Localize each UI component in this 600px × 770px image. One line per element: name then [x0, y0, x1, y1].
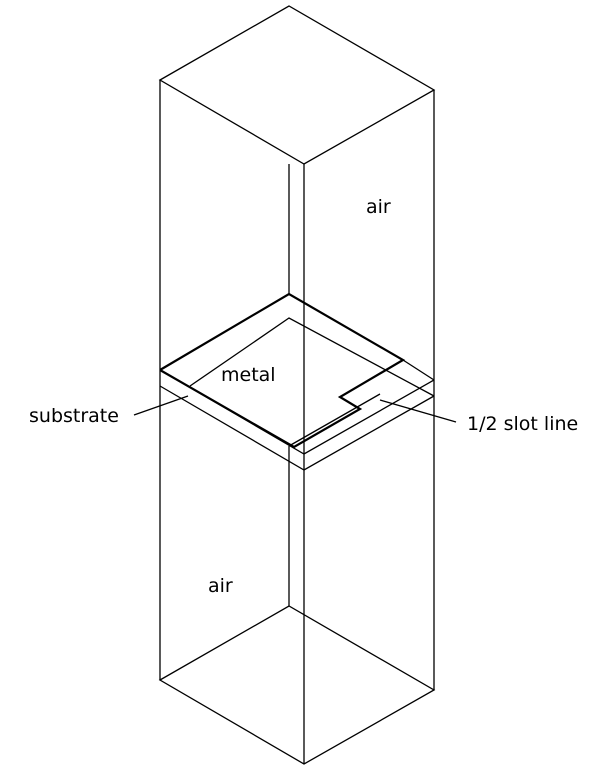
metal-label: metal: [221, 364, 276, 386]
box-top-face: [158, 5, 436, 165]
air-bottom-label: air: [208, 575, 233, 597]
metal-patch-outline: [159, 292, 406, 449]
slot-line-leader-line: [379, 399, 457, 423]
substrate-label: substrate: [29, 405, 119, 427]
metal-inner-edge: [189, 317, 435, 397]
substrate-bottom-edge-front: [159, 385, 435, 471]
box-bottom-face: [158, 605, 436, 765]
substrate-edge-back-right: [402, 359, 435, 381]
air-top-label: air: [366, 196, 391, 218]
slot-line-label: 1/2 slot line: [467, 413, 578, 435]
substrate-leader-line: [133, 395, 189, 416]
slot-line-inner-edge: [288, 393, 381, 447]
